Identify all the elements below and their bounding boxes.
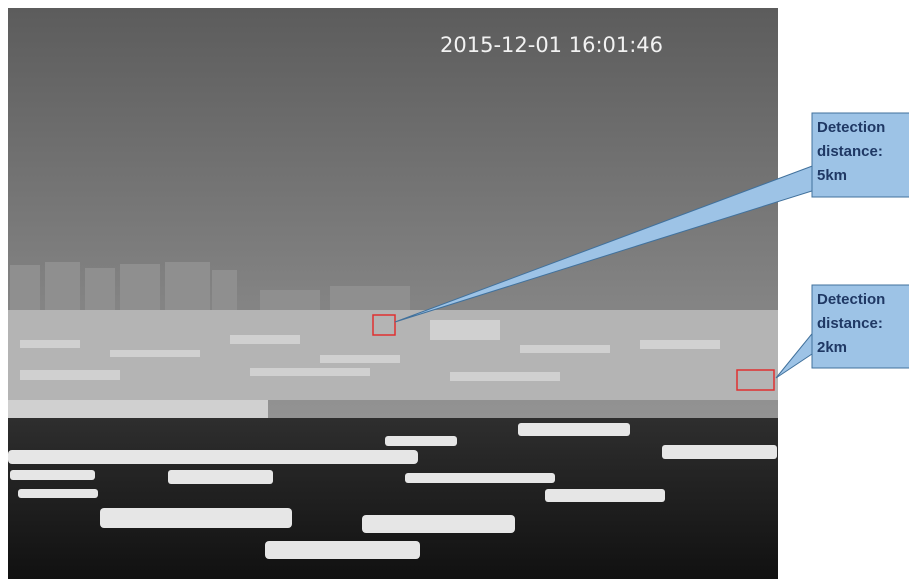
callout-box: [811, 112, 909, 198]
callout-text: distance:: [817, 143, 883, 160]
thermal-image: [8, 8, 778, 579]
callout-text: 5km: [817, 167, 847, 184]
callout-box: [811, 284, 909, 369]
target-box: [736, 369, 775, 391]
callout-text: 2km: [817, 339, 847, 356]
callout-text: Detection: [817, 119, 885, 136]
callout-text: Detection: [817, 291, 885, 308]
callout-pointer: [775, 328, 816, 379]
target-box: [372, 314, 396, 336]
timestamp: 2015-12-01 16:01:46: [440, 33, 663, 57]
callout-text: distance:: [817, 315, 883, 332]
